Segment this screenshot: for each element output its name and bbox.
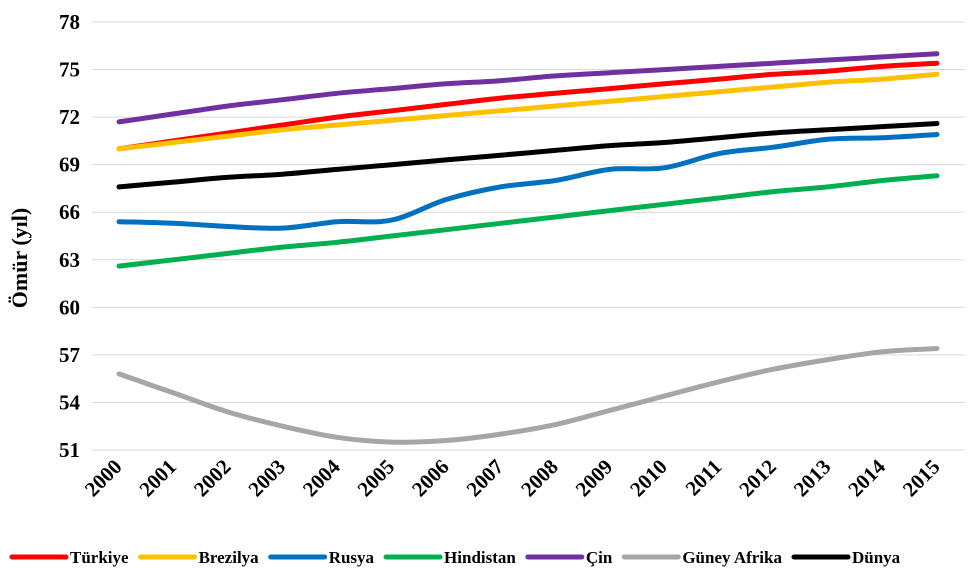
x-tick-label: 2006 (407, 455, 454, 502)
y-tick-label: 51 (59, 438, 80, 462)
series-line-hindistan (116, 173, 940, 269)
y-tick-label: 54 (59, 390, 81, 414)
y-tick-label: 66 (59, 200, 80, 224)
x-tick-label: 2012 (734, 455, 781, 502)
y-tick-label: 78 (59, 10, 80, 34)
x-tick-label: 2004 (298, 454, 345, 501)
x-tick-label: 2013 (789, 455, 836, 502)
x-tick-label: 2010 (625, 455, 672, 502)
y-tick-label: 57 (59, 343, 80, 367)
y-tick-label: 60 (59, 295, 80, 319)
x-tick-label: 2011 (681, 455, 727, 501)
x-tick-label: 2008 (516, 455, 563, 502)
legend-label-rusya: Rusya (329, 548, 375, 567)
legend-label-brezilya: Brezilya (199, 548, 260, 567)
gridlines (92, 21, 965, 451)
series-line-rusya (116, 132, 940, 231)
series-line-t-rkiye (116, 60, 940, 152)
legend-label-t-rkiye: Türkiye (70, 548, 129, 567)
series-line--in (116, 51, 940, 125)
x-tick-label: 2015 (898, 455, 945, 502)
y-tick-label: 72 (59, 105, 80, 129)
x-tick-label: 2009 (571, 455, 618, 502)
legend-label-d-nya: Dünya (852, 548, 901, 567)
legend-label-g-ney-afrika: Güney Afrika (682, 548, 782, 567)
series-line-d-nya (116, 121, 940, 190)
x-tick-label: 2001 (134, 455, 181, 502)
y-tick-label: 75 (59, 58, 80, 82)
x-tick-label: 2002 (189, 455, 236, 502)
legend-label--in: Çin (586, 548, 613, 567)
legend: Türkiye Brezilya Rusya Hindistan Çin Güney Af… (9, 548, 901, 567)
series-line-brezilya (116, 71, 940, 152)
x-tick-label: 2014 (843, 454, 890, 501)
y-tick-label: 63 (59, 248, 80, 272)
x-tick-label: 2000 (80, 455, 127, 502)
x-tick-label: 2007 (462, 455, 509, 502)
x-tick-label: 2003 (243, 455, 290, 502)
y-axis-tick-labels: 51 54 57 60 63 66 69 72 75 78 (59, 10, 81, 462)
y-tick-label: 69 (59, 153, 80, 177)
series-lines (116, 51, 940, 445)
x-axis-tick-labels: 2000 2001 2002 2003 2004 2005 2006 2007 2008 2009… (80, 454, 945, 501)
x-tick-label: 2005 (353, 455, 400, 502)
series-line-g-ney-afrika (116, 346, 940, 445)
y-axis-title: Ömür (yıl) (7, 208, 32, 308)
legend-label-hindistan: Hindistan (444, 548, 516, 567)
